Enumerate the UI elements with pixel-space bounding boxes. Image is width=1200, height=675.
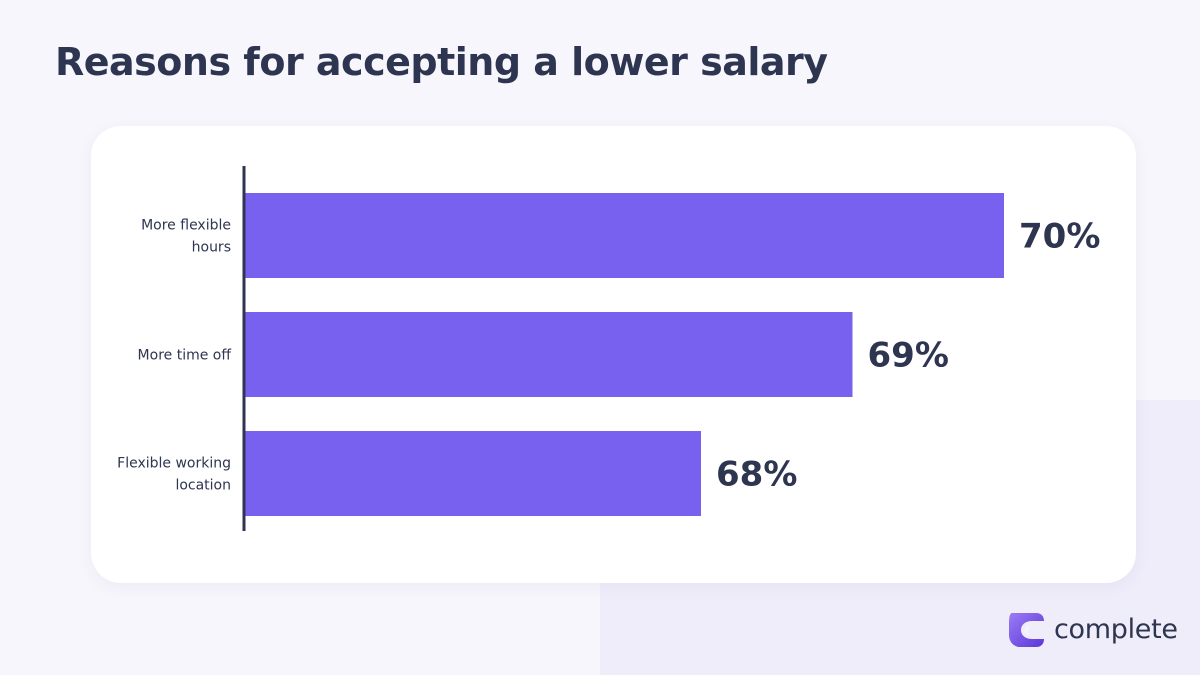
category-label-2: More time off (138, 348, 232, 364)
value-label-3: 68% (716, 455, 797, 495)
crescent-logo-icon (1009, 613, 1044, 647)
bar-chart: 70% More flexible hours 69% More time off 68%… (117, 166, 1100, 531)
bar-1 (244, 193, 1004, 278)
bar-3 (244, 431, 701, 516)
chart-card: 70% More flexible hours 69% More time off 68%… (91, 126, 1136, 583)
brand: complete (1006, 606, 1178, 652)
bar-2 (244, 312, 853, 397)
value-label-2: 69% (868, 336, 949, 376)
category-label-1: More flexible hours (141, 218, 231, 256)
category-label-3: Flexible working location (117, 456, 231, 494)
brand-name: complete (1054, 613, 1178, 645)
value-label-1: 70% (1019, 217, 1100, 257)
page-title: Reasons for accepting a lower salary (55, 40, 828, 84)
